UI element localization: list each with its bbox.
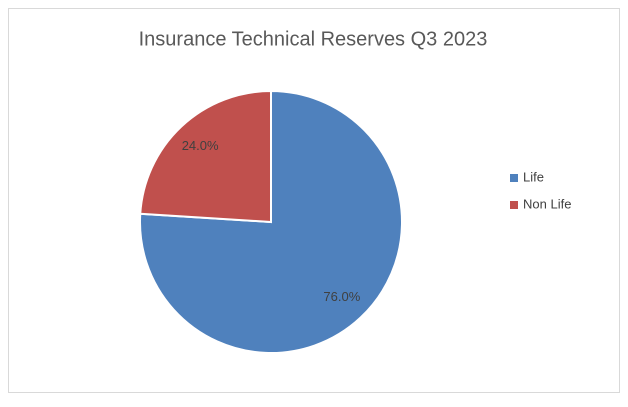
legend-label: Life <box>523 169 544 184</box>
data-label: 76.0% <box>323 289 360 304</box>
legend-swatch <box>510 174 518 182</box>
legend-swatch <box>510 201 518 209</box>
data-label: 24.0% <box>182 138 219 153</box>
pie-slice <box>139 89 272 224</box>
legend-label: Non Life <box>523 196 571 211</box>
pie-slice <box>139 89 403 354</box>
chart-title: Insurance Technical Reserves Q3 2023 <box>139 28 488 50</box>
